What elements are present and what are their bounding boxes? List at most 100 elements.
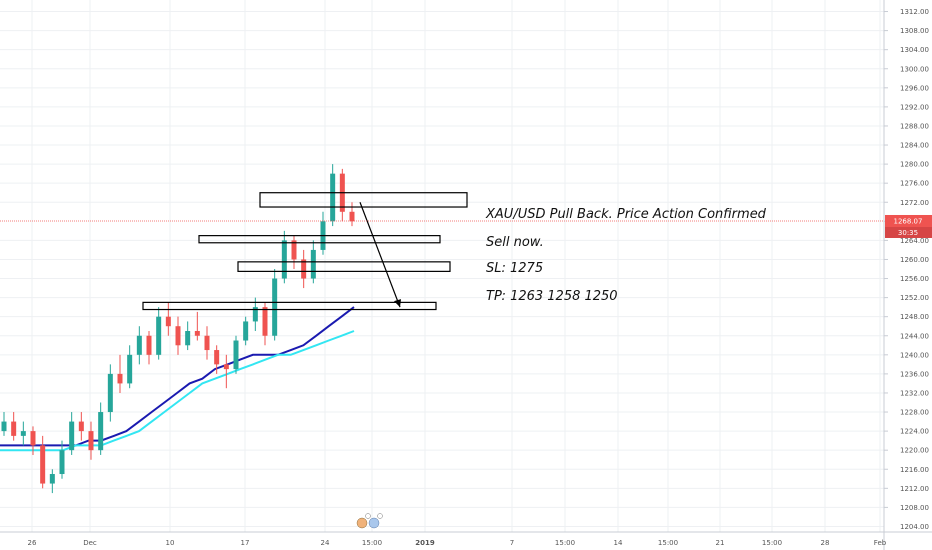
candle-body [301, 259, 307, 279]
y-tick-label: 1308.00 [900, 27, 929, 35]
candle-body [30, 431, 36, 446]
candle[interactable] [30, 426, 36, 455]
candle-body [117, 373, 123, 384]
moving-average-light[interactable] [0, 330, 355, 452]
candle[interactable] [281, 230, 287, 284]
event-count-icon [365, 513, 371, 519]
y-tick-label: 1260.00 [900, 256, 929, 264]
annotation-sl[interactable]: SL: 1275 [486, 261, 544, 276]
candle[interactable] [59, 440, 65, 479]
candle[interactable] [185, 321, 191, 351]
event-flag-icon[interactable] [356, 517, 368, 529]
candle[interactable] [146, 330, 152, 365]
candle-body [262, 307, 268, 336]
y-tick-label: 1304.00 [900, 46, 929, 54]
grid-layer [0, 0, 884, 532]
candle[interactable] [11, 412, 17, 441]
candle[interactable] [233, 335, 239, 374]
sell-arrow[interactable] [359, 202, 401, 308]
candle[interactable] [156, 307, 162, 360]
y-tick-label: 1288.00 [900, 122, 929, 130]
candle[interactable] [88, 421, 94, 460]
x-tick-label: 24 [321, 539, 330, 547]
moving-average-dark[interactable] [0, 306, 355, 447]
annotation-title[interactable]: XAU/USD Pull Back. Price Action Confirme… [486, 207, 766, 222]
candle[interactable] [301, 249, 307, 289]
event-flags[interactable] [356, 513, 383, 529]
candle[interactable] [1, 412, 7, 436]
candle-body [175, 326, 181, 346]
y-tick-label: 1256.00 [900, 275, 929, 283]
candle[interactable] [330, 164, 336, 227]
x-tick-label: 2019 [415, 539, 435, 547]
price-zone[interactable] [237, 261, 451, 272]
candle[interactable] [107, 364, 113, 422]
candle-layer[interactable] [1, 164, 355, 494]
candle-body [88, 431, 94, 451]
candle[interactable] [291, 235, 297, 269]
y-tick-label: 1204.00 [900, 523, 929, 531]
candle-body [185, 330, 191, 346]
arrow-layer[interactable] [359, 202, 401, 308]
y-tick-label: 1264.00 [900, 237, 929, 245]
x-tick-label: 26 [28, 539, 37, 547]
candle[interactable] [136, 326, 142, 365]
zone-layer[interactable] [142, 192, 468, 311]
candle[interactable] [272, 269, 278, 341]
current-price-value: 1268.07 [894, 217, 923, 225]
event-count-icon [377, 513, 383, 519]
candle[interactable] [243, 316, 249, 346]
price-zone[interactable] [259, 192, 468, 208]
candle-body [1, 421, 7, 432]
y-tick-label: 1216.00 [900, 466, 929, 474]
candle-body [214, 350, 220, 365]
y-tick-label: 1228.00 [900, 409, 929, 417]
candle-body [59, 450, 65, 475]
candle-body [11, 421, 17, 436]
candle[interactable] [194, 311, 200, 341]
candle[interactable] [349, 202, 355, 227]
candle[interactable] [40, 435, 46, 489]
candle[interactable] [214, 345, 220, 374]
candle[interactable] [339, 168, 345, 222]
candle[interactable] [117, 354, 123, 393]
candle[interactable] [78, 412, 84, 441]
candle-body [194, 330, 200, 336]
y-tick-label: 1276.00 [900, 180, 929, 188]
y-tick-label: 1248.00 [900, 313, 929, 321]
candle[interactable] [127, 345, 133, 389]
candle-body [136, 335, 142, 355]
x-tick-label: 15:00 [362, 539, 382, 547]
candle-body [98, 412, 104, 451]
event-flag-icon[interactable] [368, 517, 380, 529]
y-tick-label: 1236.00 [900, 370, 929, 378]
price-zone[interactable] [142, 301, 437, 311]
annotation-tp[interactable]: TP: 1263 1258 1250 [486, 289, 618, 304]
candle[interactable] [252, 297, 258, 331]
candle[interactable] [175, 316, 181, 355]
candle[interactable] [20, 421, 26, 446]
y-tick-label: 1244.00 [900, 332, 929, 340]
y-tick-label: 1232.00 [900, 389, 929, 397]
x-axis[interactable]: 26 Dec 10 17 24 15:00 2019 7 15:00 14 15:00 21 15:00… [0, 531, 932, 547]
candle[interactable] [223, 354, 229, 389]
y-tick-label: 1212.00 [900, 485, 929, 493]
candle-body [69, 421, 75, 451]
candle[interactable] [165, 302, 171, 336]
annotation-sell[interactable]: Sell now. [486, 235, 544, 250]
candle[interactable] [98, 402, 104, 455]
candle[interactable] [49, 469, 55, 494]
x-tick-label: 15:00 [555, 539, 575, 547]
candle[interactable] [204, 326, 210, 360]
candle-body [252, 307, 258, 322]
candle-body [272, 278, 278, 336]
price-zone[interactable] [198, 235, 441, 244]
candle[interactable] [262, 302, 268, 346]
candle-body [49, 474, 55, 484]
candle-body [165, 316, 171, 327]
candle[interactable] [69, 412, 75, 455]
y-axis[interactable]: 1312.00 1308.00 1304.00 1300.00 1296.00 1292.… [883, 0, 929, 550]
candle-body [281, 240, 287, 279]
